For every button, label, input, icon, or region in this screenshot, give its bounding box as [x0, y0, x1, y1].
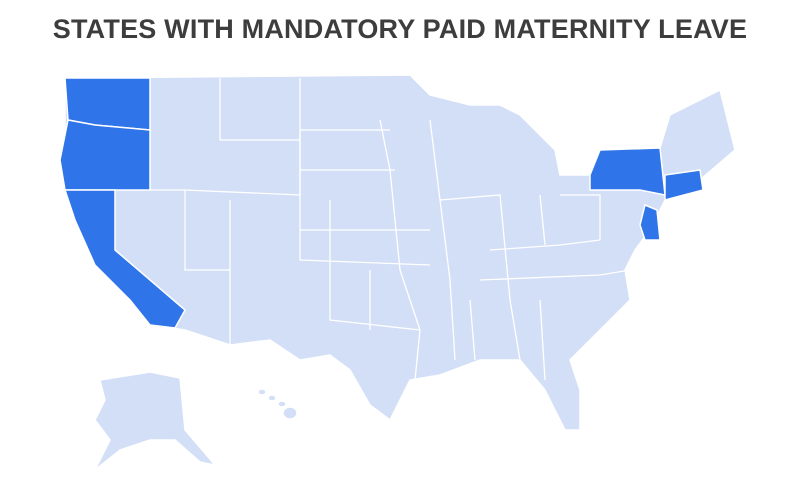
hawaii	[257, 388, 298, 420]
highlighted-state	[63, 189, 186, 329]
highlighted-state	[639, 203, 661, 241]
contiguous-states	[64, 74, 736, 431]
highlighted-state	[664, 169, 704, 201]
map-title: STATES WITH MANDATORY PAID MATERNITY LEA…	[52, 14, 748, 44]
highlighted-state	[589, 147, 666, 196]
highlighted-state	[59, 119, 151, 191]
alaska	[94, 371, 217, 471]
